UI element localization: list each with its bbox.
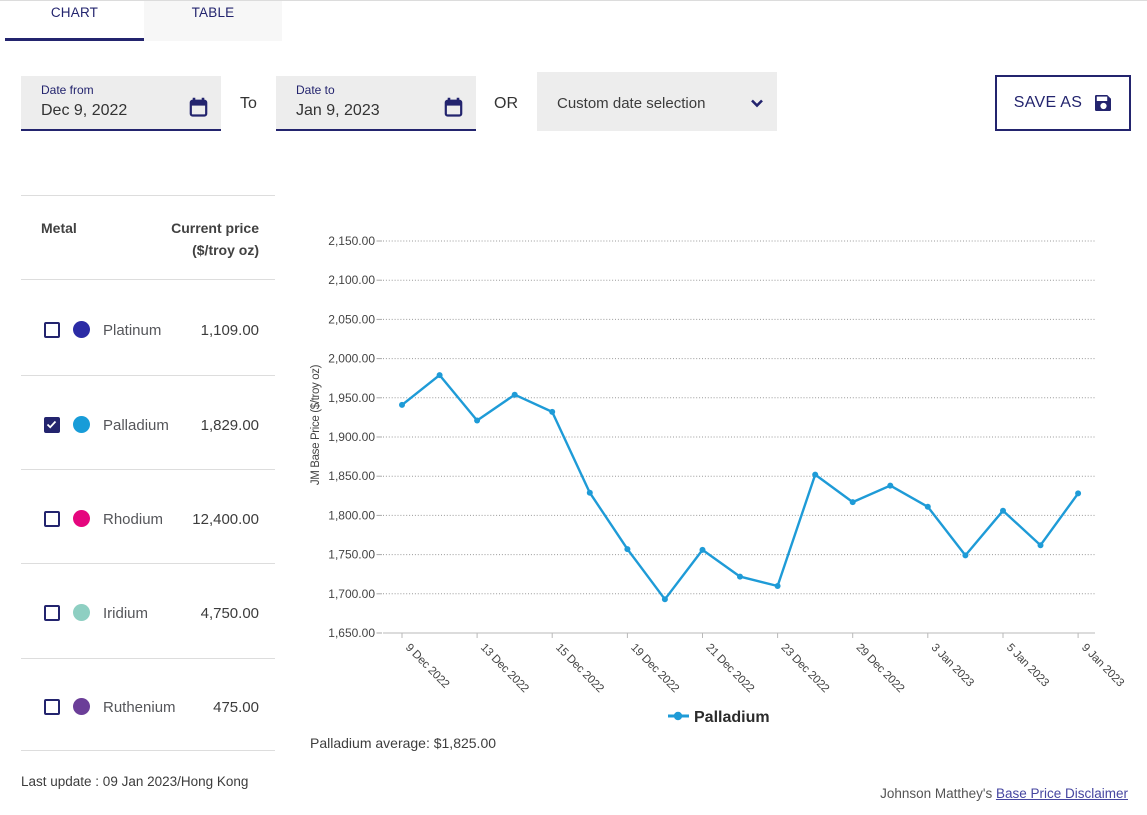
svg-text:1,700.00: 1,700.00 [328, 587, 375, 601]
svg-text:JM Base Price ($/troy oz): JM Base Price ($/troy oz) [310, 364, 322, 485]
svg-text:2,100.00: 2,100.00 [328, 273, 375, 287]
svg-text:13 Dec 2022: 13 Dec 2022 [478, 642, 531, 695]
svg-text:2,150.00: 2,150.00 [328, 234, 375, 248]
svg-text:2,050.00: 2,050.00 [328, 312, 375, 326]
svg-text:1,750.00: 1,750.00 [328, 548, 375, 562]
svg-text:9 Jan 2023: 9 Jan 2023 [1079, 642, 1126, 690]
svg-text:5 Jan 2023: 5 Jan 2023 [1004, 642, 1051, 690]
svg-text:1,650.00: 1,650.00 [328, 626, 375, 640]
svg-text:Palladium: Palladium [694, 709, 770, 726]
svg-text:23 Dec 2022: 23 Dec 2022 [778, 642, 831, 695]
svg-text:2,000.00: 2,000.00 [328, 352, 375, 366]
svg-text:1,900.00: 1,900.00 [328, 430, 375, 444]
svg-text:15 Dec 2022: 15 Dec 2022 [553, 642, 606, 695]
svg-text:21 Dec 2022: 21 Dec 2022 [703, 642, 756, 695]
svg-text:9 Dec 2022: 9 Dec 2022 [403, 642, 451, 691]
svg-text:1,800.00: 1,800.00 [328, 508, 375, 522]
svg-text:29 Dec 2022: 29 Dec 2022 [854, 642, 907, 695]
svg-text:1,950.00: 1,950.00 [328, 391, 375, 405]
svg-text:19 Dec 2022: 19 Dec 2022 [628, 642, 681, 695]
svg-text:1,850.00: 1,850.00 [328, 469, 375, 483]
svg-text:3 Jan 2023: 3 Jan 2023 [929, 642, 976, 690]
